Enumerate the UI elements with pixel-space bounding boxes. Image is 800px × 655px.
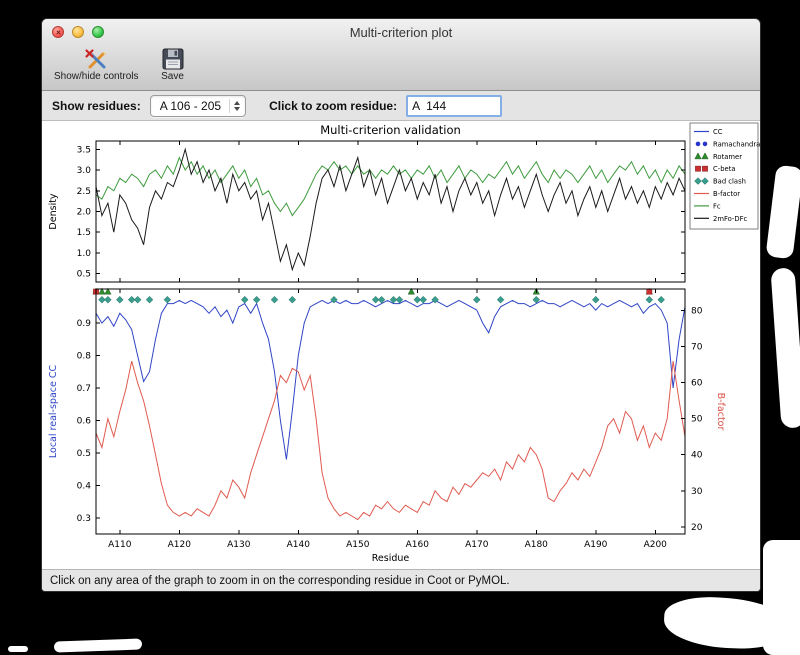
- status-bar: Click on any area of the graph to zoom i…: [42, 569, 760, 591]
- photo-artifact: [770, 267, 800, 429]
- svg-text:Residue: Residue: [372, 553, 410, 564]
- arrow-down-icon: [234, 106, 241, 111]
- svg-text:80: 80: [691, 307, 703, 317]
- svg-text:70: 70: [691, 343, 703, 353]
- svg-text:3.0: 3.0: [77, 166, 92, 176]
- svg-text:0.4: 0.4: [77, 481, 92, 491]
- show-hide-controls-button[interactable]: Show/hide controls: [54, 47, 139, 82]
- status-text: Click on any area of the graph to zoom i…: [50, 574, 510, 587]
- svg-text:3.5: 3.5: [77, 145, 91, 155]
- residue-range-value: A 106 - 205: [159, 98, 222, 113]
- svg-text:0.3: 0.3: [77, 514, 91, 524]
- figure-area: Multi-criterion validation 0.5 1.0 1.5 2.0 2.…: [42, 121, 760, 569]
- svg-text:1.5: 1.5: [77, 228, 91, 238]
- svg-text:A110: A110: [108, 540, 132, 550]
- svg-text:0.8: 0.8: [77, 352, 92, 362]
- controls-bar: Show residues: A 106 - 205 Click to zoom…: [42, 91, 760, 121]
- window-chrome: Multi-criterion plot Show/hide controls: [42, 19, 760, 91]
- svg-text:B-factor: B-factor: [713, 190, 740, 198]
- residue-range-select[interactable]: A 106 - 205: [149, 94, 247, 117]
- svg-text:A150: A150: [346, 540, 370, 550]
- svg-text:20: 20: [691, 523, 703, 533]
- svg-text:Local real-space CC: Local real-space CC: [48, 365, 59, 459]
- window-title: Multi-criterion plot: [349, 24, 453, 40]
- svg-text:1.0: 1.0: [77, 249, 92, 259]
- photo-artifact: [8, 646, 28, 652]
- svg-text:2.5: 2.5: [77, 187, 91, 197]
- svg-text:A190: A190: [584, 540, 608, 550]
- svg-text:0.9: 0.9: [77, 319, 92, 329]
- stepper-arrows-icon: [229, 98, 241, 113]
- show-residues-label: Show residues:: [52, 98, 141, 113]
- svg-text:Bad clash: Bad clash: [713, 178, 746, 186]
- save-label: Save: [161, 71, 184, 82]
- minimize-button[interactable]: [72, 26, 84, 38]
- svg-text:30: 30: [691, 487, 703, 497]
- zoom-window-button[interactable]: [92, 26, 104, 38]
- svg-text:Density: Density: [48, 193, 59, 229]
- svg-text:Fc: Fc: [713, 202, 721, 210]
- close-button[interactable]: [52, 26, 64, 38]
- svg-text:A200: A200: [644, 540, 668, 550]
- svg-text:B-factor: B-factor: [715, 393, 726, 431]
- svg-text:Rotamer: Rotamer: [713, 153, 742, 161]
- svg-text:0.5: 0.5: [77, 270, 91, 280]
- title-bar[interactable]: Multi-criterion plot: [42, 19, 760, 45]
- svg-text:0.6: 0.6: [77, 416, 92, 426]
- zoom-residue-input[interactable]: [406, 94, 503, 117]
- svg-text:2mFo-DFc: 2mFo-DFc: [713, 215, 747, 223]
- toolbar: Show/hide controls Save: [42, 45, 760, 82]
- traffic-lights: [52, 26, 104, 38]
- svg-text:A180: A180: [525, 540, 549, 550]
- svg-text:A140: A140: [287, 540, 311, 550]
- multi-criterion-plot-canvas[interactable]: Multi-criterion validation 0.5 1.0 1.5 2.0 2.…: [42, 121, 760, 569]
- svg-text:2.0: 2.0: [77, 208, 92, 218]
- arrow-up-icon: [234, 100, 241, 105]
- save-icon: [162, 48, 183, 70]
- svg-text:A170: A170: [465, 540, 489, 550]
- svg-text:50: 50: [691, 415, 703, 425]
- svg-text:CC: CC: [713, 128, 723, 136]
- show-hide-controls-label: Show/hide controls: [54, 71, 139, 82]
- save-button[interactable]: Save: [161, 47, 185, 82]
- svg-text:Multi-criterion validation: Multi-criterion validation: [320, 123, 461, 137]
- svg-text:A160: A160: [406, 540, 430, 550]
- svg-text:0.5: 0.5: [77, 449, 91, 459]
- svg-text:A130: A130: [227, 540, 251, 550]
- app-window: Multi-criterion plot Show/hide controls: [41, 18, 761, 592]
- tools-icon: [85, 49, 107, 69]
- photo-artifact: [53, 638, 143, 653]
- svg-text:A120: A120: [168, 540, 192, 550]
- zoom-residue-label: Click to zoom residue:: [269, 98, 398, 113]
- svg-text:60: 60: [691, 379, 703, 389]
- svg-text:Ramachandran: Ramachandran: [713, 140, 760, 148]
- svg-text:0.7: 0.7: [77, 384, 91, 394]
- svg-text:C-beta: C-beta: [713, 165, 736, 173]
- svg-text:40: 40: [691, 451, 703, 461]
- photo-artifact: [765, 164, 800, 260]
